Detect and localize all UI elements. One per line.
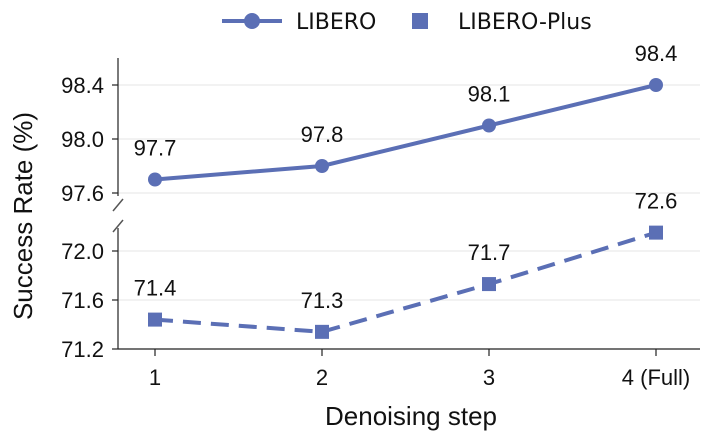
upper-y-tick-label: 98.4 (61, 73, 104, 98)
x-axis-title: Denoising step (325, 401, 497, 431)
data-point (148, 172, 162, 187)
grid-lines (118, 84, 700, 350)
data-point (315, 324, 329, 339)
series-line-libero (154, 83, 657, 182)
data-point (148, 312, 162, 327)
data-point (482, 118, 496, 133)
data-label: 71.7 (468, 240, 511, 265)
data-point (482, 277, 496, 292)
legend-marker-circle (244, 13, 260, 29)
data-point (315, 159, 329, 173)
series-line-libero-plus (154, 230, 657, 334)
x-tick-label: 4 (Full) (622, 365, 690, 390)
upper-y-tick-label: 98.0 (61, 127, 104, 152)
upper-y-tick-label: 97.6 (61, 181, 104, 206)
data-label: 98.1 (468, 82, 511, 107)
legend: LIBERO LIBERO-Plus (222, 10, 592, 35)
data-label: 97.7 (134, 136, 177, 161)
legend-marker-square (412, 13, 428, 29)
x-tick-label: 3 (483, 365, 495, 390)
legend-label: LIBERO-Plus (458, 10, 592, 35)
y-axis-title: Success Rate (%) (8, 112, 38, 320)
data-label: 71.4 (134, 276, 177, 301)
data-label: 98.4 (635, 41, 678, 66)
data-label: 72.6 (635, 189, 678, 214)
legend-label: LIBERO (296, 10, 376, 35)
data-label: 71.3 (301, 288, 344, 313)
x-tick-label: 1 (149, 365, 161, 390)
axis-break-mark-top (112, 198, 124, 212)
series (148, 78, 663, 339)
x-tick-label: 2 (316, 365, 328, 390)
axes: 97.6 98.0 98.4 71.2 71.6 72.0 1 2 3 4 (Full) (61, 58, 700, 390)
data-point (649, 225, 663, 240)
axis-break-mark-bottom (112, 219, 124, 233)
lower-y-tick-label: 71.2 (61, 337, 104, 362)
lower-y-tick-label: 71.6 (61, 288, 104, 313)
data-labels: 97.7 97.8 98.1 98.4 71.4 71.3 71.7 72.6 (134, 41, 678, 313)
data-label: 97.8 (301, 122, 344, 147)
data-point (649, 78, 663, 92)
lower-y-tick-label: 72.0 (61, 239, 104, 264)
